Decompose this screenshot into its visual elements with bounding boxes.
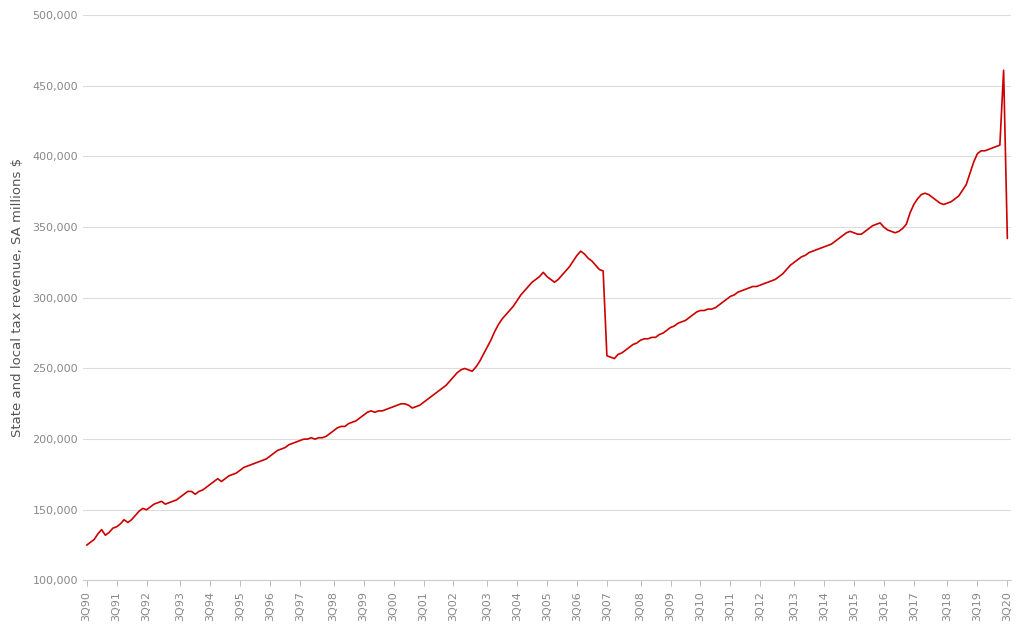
Y-axis label: State and local tax revenue, SA millions $: State and local tax revenue, SA millions… (11, 158, 25, 437)
